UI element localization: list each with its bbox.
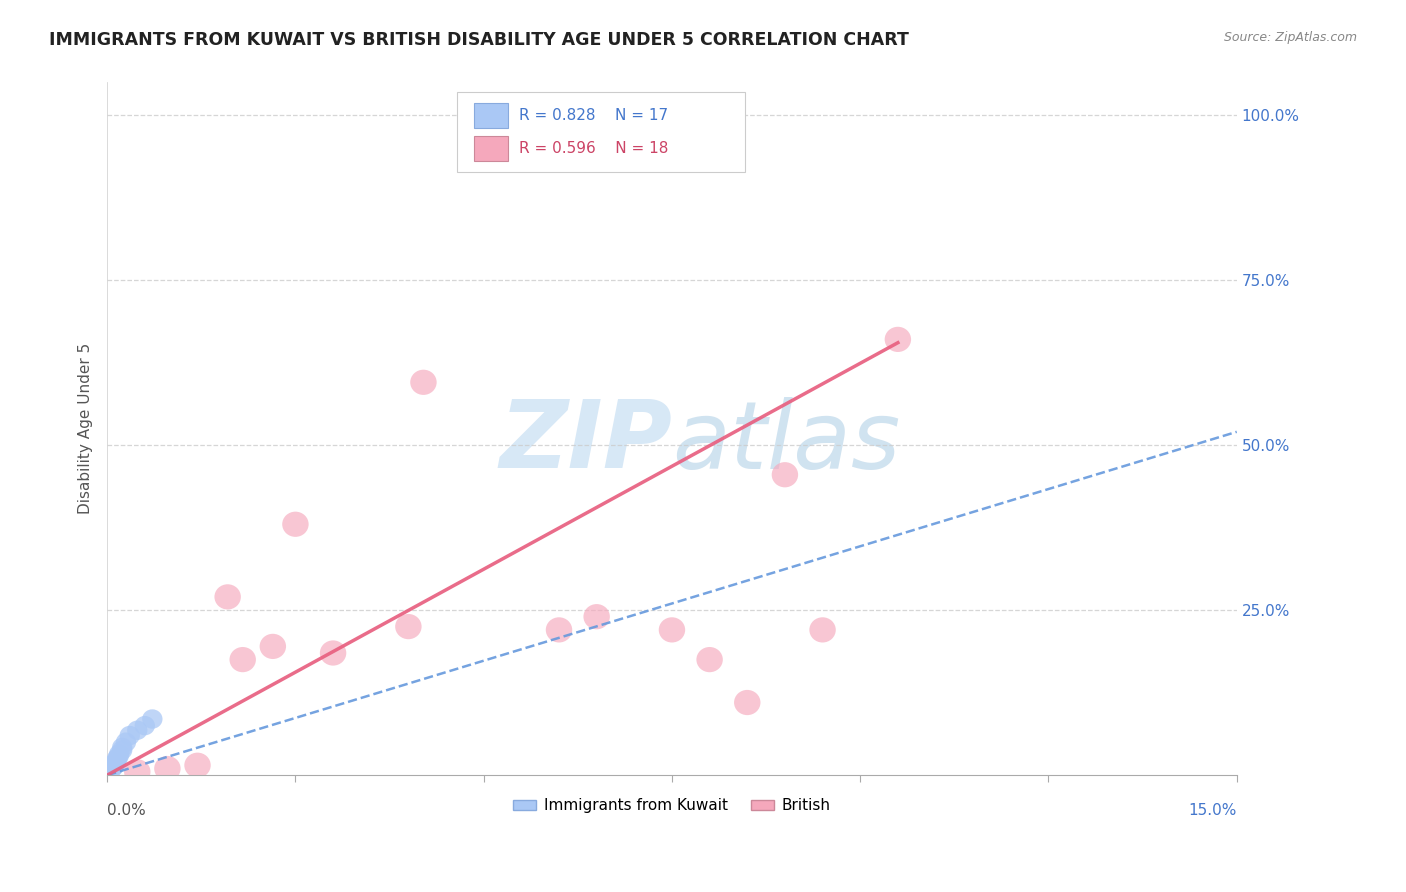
- Ellipse shape: [583, 604, 610, 630]
- Ellipse shape: [411, 369, 437, 395]
- Ellipse shape: [696, 647, 723, 673]
- Text: IMMIGRANTS FROM KUWAIT VS BRITISH DISABILITY AGE UNDER 5 CORRELATION CHART: IMMIGRANTS FROM KUWAIT VS BRITISH DISABI…: [49, 31, 910, 49]
- Ellipse shape: [101, 759, 122, 778]
- Ellipse shape: [884, 326, 911, 352]
- Ellipse shape: [142, 709, 163, 729]
- Text: R = 0.828    N = 17: R = 0.828 N = 17: [519, 108, 669, 123]
- Ellipse shape: [215, 584, 240, 609]
- Ellipse shape: [112, 740, 132, 760]
- Ellipse shape: [107, 749, 127, 768]
- Ellipse shape: [135, 716, 155, 735]
- Ellipse shape: [127, 721, 148, 740]
- FancyBboxPatch shape: [474, 136, 508, 161]
- Ellipse shape: [98, 762, 120, 781]
- Text: 0.0%: 0.0%: [107, 803, 146, 818]
- Ellipse shape: [124, 759, 150, 784]
- Ellipse shape: [105, 752, 127, 772]
- Ellipse shape: [229, 647, 256, 673]
- Ellipse shape: [772, 462, 799, 487]
- Ellipse shape: [155, 756, 180, 781]
- Ellipse shape: [395, 614, 422, 640]
- Ellipse shape: [184, 753, 211, 778]
- Ellipse shape: [103, 757, 124, 777]
- Ellipse shape: [104, 756, 125, 775]
- Ellipse shape: [283, 512, 309, 537]
- Ellipse shape: [112, 738, 132, 757]
- Ellipse shape: [108, 747, 128, 766]
- Legend: Immigrants from Kuwait, British: Immigrants from Kuwait, British: [508, 792, 837, 820]
- Ellipse shape: [104, 754, 125, 773]
- Text: 15.0%: 15.0%: [1188, 803, 1237, 818]
- Y-axis label: Disability Age Under 5: Disability Age Under 5: [79, 343, 93, 514]
- Text: ZIP: ZIP: [499, 396, 672, 489]
- Text: R = 0.596    N = 18: R = 0.596 N = 18: [519, 142, 669, 156]
- Ellipse shape: [110, 744, 129, 764]
- Text: atlas: atlas: [672, 397, 900, 488]
- FancyBboxPatch shape: [457, 92, 745, 172]
- Ellipse shape: [260, 634, 285, 659]
- Text: Source: ZipAtlas.com: Source: ZipAtlas.com: [1223, 31, 1357, 45]
- Ellipse shape: [810, 617, 835, 642]
- FancyBboxPatch shape: [474, 103, 508, 128]
- Ellipse shape: [100, 760, 121, 780]
- Ellipse shape: [734, 690, 761, 715]
- Ellipse shape: [659, 617, 685, 642]
- Ellipse shape: [120, 726, 141, 745]
- Ellipse shape: [115, 732, 136, 752]
- Ellipse shape: [319, 640, 346, 665]
- Ellipse shape: [546, 617, 572, 642]
